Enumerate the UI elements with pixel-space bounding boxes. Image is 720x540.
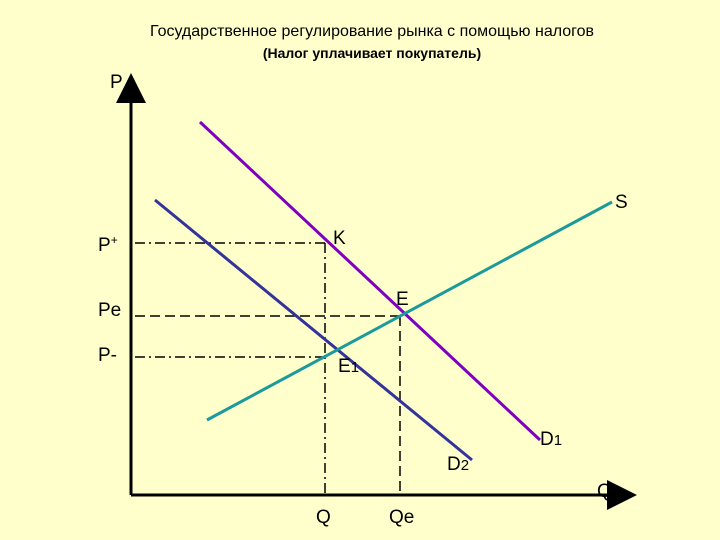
d1-sub: 1 xyxy=(554,432,562,449)
p-minus-label: P- xyxy=(98,345,117,366)
d2-label: D2 xyxy=(447,454,469,475)
d1-label: D1 xyxy=(540,429,562,450)
d2-sub: 2 xyxy=(461,457,469,474)
demand-d2 xyxy=(154,198,473,462)
e1-sub: 1 xyxy=(351,359,359,376)
q-label: Q xyxy=(316,507,331,528)
e-label: E xyxy=(396,289,409,310)
demand-d1 xyxy=(198,120,542,442)
p-plus-label: P+ xyxy=(98,233,118,256)
p-plus-text: P xyxy=(98,235,111,256)
d2-text: D xyxy=(447,454,461,475)
e1-text: E xyxy=(338,356,351,377)
subtitle: (Налог уплачивает покупатель) xyxy=(263,45,481,61)
y-axis-label: P xyxy=(110,72,123,93)
e1-label: E1 xyxy=(338,356,359,377)
q-e-label: Qe xyxy=(389,507,414,528)
s-label: S xyxy=(615,192,628,213)
k-label: K xyxy=(333,228,346,249)
p-e-label: Pe xyxy=(98,300,121,321)
supply-s xyxy=(206,200,613,422)
p-plus-sup: + xyxy=(111,233,118,247)
d1-text: D xyxy=(540,429,554,450)
x-axis-label: Q xyxy=(597,481,612,502)
title: Государственное регулирование рынка с по… xyxy=(150,23,594,40)
